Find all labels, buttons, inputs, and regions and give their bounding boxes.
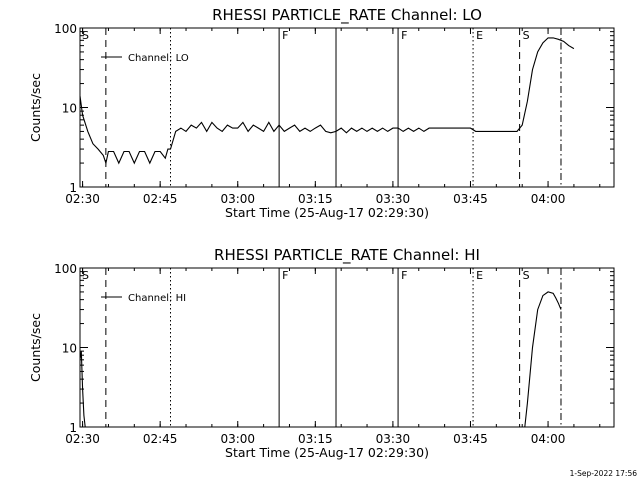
chart0-xtick-label: 02:30 [65, 192, 100, 206]
chart0-ylabel: Counts/sec [28, 73, 43, 142]
chart0-xtick-label: 03:45 [453, 192, 488, 206]
chart1-xtick-label: 03:45 [453, 432, 488, 446]
chart1-ytick-label: 10 [62, 342, 77, 356]
chart1-xtick-label: 02:45 [143, 432, 178, 446]
chart0-ytick-label: 1 [69, 181, 77, 195]
chart1-event-marker-label: F [282, 269, 288, 282]
chart1-plot-frame [79, 267, 615, 428]
chart1-legend-entry: Channel: HI [128, 293, 186, 304]
chart1-xtick-label: 03:30 [376, 432, 411, 446]
chart0-xtick-label: 02:45 [143, 192, 178, 206]
chart1-xtick-label: 03:00 [220, 432, 255, 446]
chart0-event-marker-label: F [282, 29, 288, 42]
chart1-xtick-label: 02:30 [65, 432, 100, 446]
chart1-xtick-label: 03:15 [298, 432, 333, 446]
panel-hi: RHESSI PARTICLE_RATE Channel: HI 02:30 02:… [28, 246, 615, 460]
panel-lo: RHESSI PARTICLE_RATE Channel: LO 02:30 02:… [28, 6, 615, 220]
footer-timestamp: 1-Sep-2022 17:56 [570, 469, 638, 478]
chart1-ylabel: Counts/sec [28, 313, 43, 382]
chart0-event-marker-label: E [476, 29, 483, 42]
chart0-title: RHESSI PARTICLE_RATE Channel: LO [212, 6, 482, 25]
chart1-title: RHESSI PARTICLE_RATE Channel: HI [214, 246, 480, 265]
chart0-legend-entry: Channel: LO [128, 53, 189, 64]
chart1-corner-label: S [82, 269, 89, 282]
chart0-xtick-label: 03:30 [376, 192, 411, 206]
chart0-corner-label: S [82, 29, 89, 42]
chart1-series-line [79, 351, 86, 428]
chart0-ytick-label: 10 [62, 102, 77, 116]
chart0-xtick-label: 03:00 [220, 192, 255, 206]
chart0-xtick-label: 04:00 [531, 192, 566, 206]
chart0-xtick-label: 03:15 [298, 192, 333, 206]
chart1-ytick-label: 100 [54, 262, 77, 276]
chart1-event-marker-label: E [476, 269, 483, 282]
chart1-event-marker-label: S [523, 269, 530, 282]
chart0-plot-frame [79, 27, 615, 188]
chart1-series-line [524, 291, 562, 428]
chart1-event-marker-label: F [401, 269, 407, 282]
chart0-event-marker-label: F [401, 29, 407, 42]
chart0-xlabel: Start Time (25-Aug-17 02:29:30) [225, 205, 429, 220]
chart0-series-line [79, 37, 575, 166]
chart0-event-marker-label: S [523, 29, 530, 42]
chart1-ytick-label: 1 [69, 421, 77, 435]
chart1-xlabel: Start Time (25-Aug-17 02:29:30) [225, 445, 429, 460]
chart0-ytick-label: 100 [54, 22, 77, 36]
chart1-xtick-label: 04:00 [531, 432, 566, 446]
